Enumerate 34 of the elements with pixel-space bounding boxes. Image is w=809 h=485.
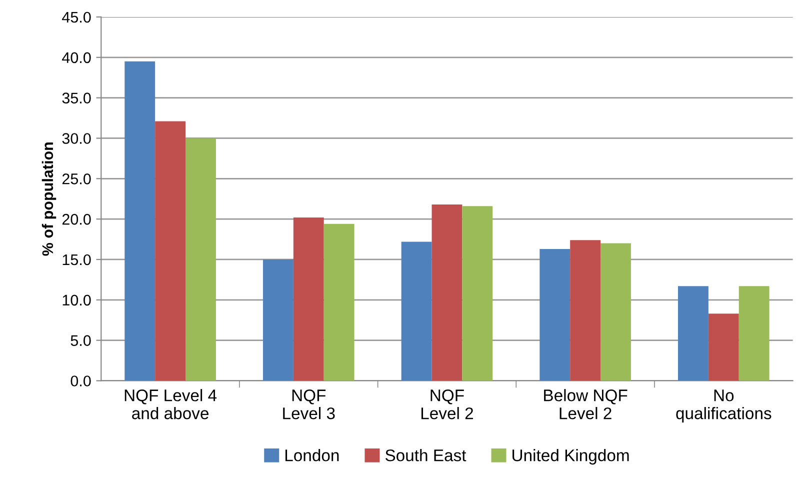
bar xyxy=(432,204,462,381)
bar xyxy=(155,121,186,381)
x-tick-label: NQF Level 3 xyxy=(283,390,335,420)
y-tick-label: 20.0 xyxy=(62,214,91,225)
bar xyxy=(678,286,708,381)
bar xyxy=(324,224,354,381)
y-axis-title: % of population xyxy=(42,142,56,256)
bar xyxy=(708,314,739,381)
y-tick-label: 30.0 xyxy=(62,133,91,144)
bar xyxy=(600,243,631,381)
x-tick-label: No qualifications xyxy=(676,390,772,423)
y-tick-label: 5.0 xyxy=(70,335,91,346)
bar xyxy=(401,242,432,381)
legend-label: London xyxy=(285,449,339,462)
legend-label: South East xyxy=(385,449,466,462)
bar xyxy=(124,61,156,381)
bar xyxy=(540,248,570,381)
y-tick-label: 0.0 xyxy=(70,376,91,386)
bar xyxy=(293,217,324,381)
legend-label: United Kingdom xyxy=(512,449,629,465)
x-tick-label: Below NQF Level 2 xyxy=(544,389,628,420)
bar xyxy=(186,138,216,381)
y-tick-label: 25.0 xyxy=(62,174,91,184)
bar xyxy=(570,240,601,381)
y-tick-label: 15.0 xyxy=(62,254,91,266)
bar xyxy=(462,206,493,381)
bar xyxy=(738,286,770,381)
y-tick-label: 40.0 xyxy=(62,52,91,64)
bar xyxy=(262,259,294,381)
y-tick-label: 10.0 xyxy=(62,294,91,306)
x-tick-label: NQF Level 2 xyxy=(421,390,474,420)
y-tick-label: 35.0 xyxy=(62,92,91,104)
y-tick-label: 45.0 xyxy=(62,12,91,23)
x-tick-label: NQF Level 4 and above xyxy=(124,389,217,420)
